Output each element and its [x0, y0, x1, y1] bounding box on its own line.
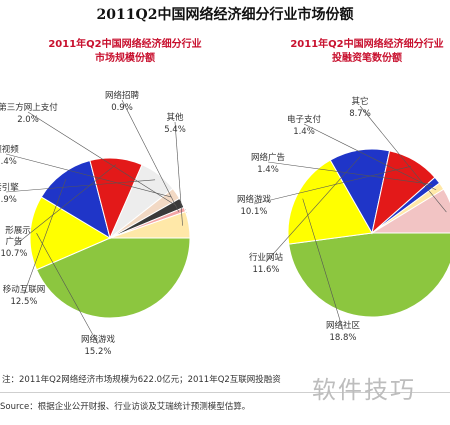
leader-line [5, 179, 156, 193]
slice-label: 移动互联网 [3, 284, 46, 295]
slice-value-label: 15.2% [84, 347, 111, 357]
slice-label: 网络游戏 [237, 194, 272, 205]
leader-line [27, 111, 177, 206]
slice-label: 其他 [166, 112, 184, 123]
leader-line [121, 99, 180, 212]
leader-line [36, 233, 99, 345]
slice-value-label: 18.8% [329, 333, 356, 343]
pie-chart-2: 电子商务47.8%网络社区18.8%行业网站11.6%网络游戏10.1%网络广告… [237, 96, 450, 343]
slice-value-label: 10.1% [240, 207, 267, 217]
pie-slice-0 [35, 237, 191, 319]
leader-line [5, 153, 172, 198]
footnote: 注：2011年Q2网络经济市场规模为622.0亿元；2011年Q2互联网投融资 [2, 375, 281, 385]
page-title: 2011Q2中国网络经济细分行业市场份额 [96, 7, 354, 23]
slice-label: 广告 [5, 236, 22, 247]
leader-line [267, 161, 433, 185]
chart-title-investment-count: 2011年Q2中国网络经济细分行业 投融资笔数份额 [262, 38, 450, 66]
leader-line [23, 178, 67, 295]
watermark: 软件技巧 [312, 376, 416, 404]
leader-line [174, 121, 183, 226]
slice-value-label: 11.6% [252, 265, 279, 275]
slice-label: 电子支付 [287, 114, 322, 125]
leader-line [359, 105, 447, 213]
slice-value-label: 1.4% [293, 127, 315, 137]
leader-line [253, 165, 412, 205]
chart-title-line: 2011年Q2中国网络经济细分行业 [48, 39, 202, 50]
slice-value-label: 10.7% [0, 249, 27, 259]
pie-slice-0 [288, 232, 450, 318]
slice-label: 网络社区 [326, 320, 361, 331]
extra-label: 形展示 [5, 226, 31, 236]
slice-label: 其它 [351, 96, 368, 107]
slice-value-label: 8.7% [349, 109, 371, 119]
chart-title-line: 投融资笔数份额 [332, 53, 402, 64]
slice-label: 第三方网上支付 [0, 102, 58, 113]
slice-value-label: 5.4% [164, 125, 186, 135]
slice-label: 网络招聘 [105, 90, 140, 101]
pie-chart-1: 电子商务43.9%网络游戏15.2%移动互联网12.5%广告10.7%索引擎7.… [0, 90, 191, 357]
slice-value-label: 1.4% [257, 165, 279, 175]
slice-label: 频视频 [0, 144, 19, 155]
pie-slice-6 [370, 188, 450, 234]
divider [0, 392, 450, 393]
slice-label: 网络广告 [251, 152, 285, 163]
slice-value-label: 0.9% [111, 103, 133, 113]
leader-line [302, 198, 344, 331]
chart-title-line: 市场规模份额 [95, 53, 155, 64]
pie-slice-2 [40, 159, 111, 240]
source-note: Source：根据企业公开财报、行业访谈及艾瑞统计预测模型估算。 [0, 402, 251, 412]
slice-value-label: 12.5% [10, 297, 37, 307]
slice-label: 索引擎 [0, 182, 19, 193]
pie-slice-2 [329, 148, 391, 235]
leader-line [303, 123, 437, 191]
slice-label: 网络游戏 [81, 334, 116, 345]
chart-title-market-size: 2011年Q2中国网络经济细分行业 市场规模份额 [10, 38, 240, 66]
chart-title-line: 2011年Q2中国网络经济细分行业 [290, 39, 444, 50]
slice-value-label: 2.0% [17, 115, 39, 125]
leader-line [265, 156, 361, 263]
slice-value-label: 7.9% [0, 195, 17, 205]
pie-slice-8 [109, 210, 191, 239]
slice-label: 行业网站 [249, 252, 284, 263]
slice-value-label: 2.4% [0, 157, 17, 167]
